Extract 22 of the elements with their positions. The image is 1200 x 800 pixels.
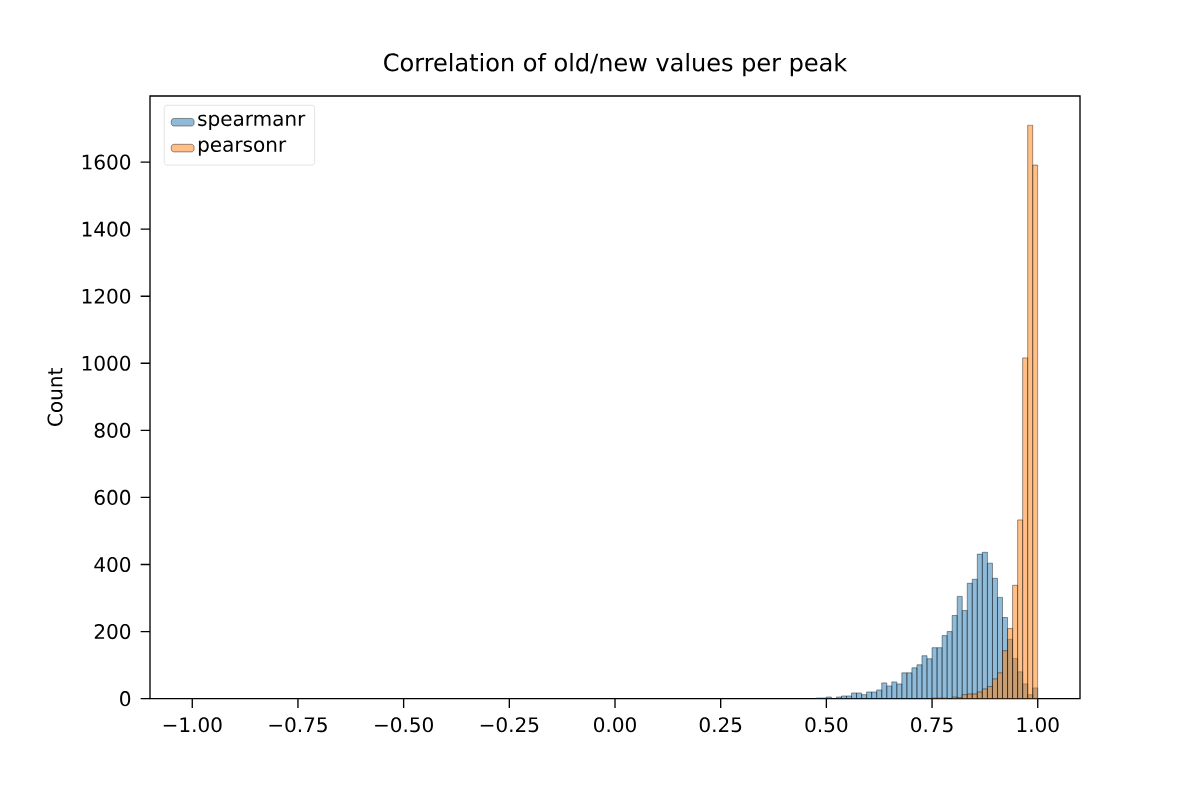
y-tick-label: 800 (94, 422, 131, 438)
y-tick-label: 1600 (82, 154, 131, 170)
x-tick-label: −1.00 (163, 717, 222, 733)
x-tick-label: 0.25 (699, 717, 742, 733)
y-tick-label: 0 (120, 691, 131, 707)
legend-label: pearsonr (198, 140, 287, 156)
x-tick-label: 0.00 (594, 717, 636, 733)
y-tick-label: 1000 (82, 355, 131, 371)
y-axis-title: Count (47, 368, 63, 426)
x-tick-label: −0.25 (480, 717, 539, 733)
x-tick-label: 0.75 (911, 717, 953, 733)
x-tick-label: −0.75 (269, 717, 327, 733)
y-tick-label: 600 (94, 489, 131, 506)
y-tick-label: 400 (94, 556, 131, 573)
x-tick-label: 1.00 (1017, 717, 1059, 733)
x-tick-label: 0.50 (805, 717, 848, 733)
y-tick-label: 1400 (82, 221, 131, 237)
legend-label: spearmanr (198, 114, 306, 130)
x-tick-label: −0.50 (375, 717, 433, 733)
y-tick-label: 1200 (82, 288, 131, 304)
chart-title: Correlation of old/new values per peak (384, 52, 848, 77)
y-tick-label: 200 (94, 624, 131, 640)
